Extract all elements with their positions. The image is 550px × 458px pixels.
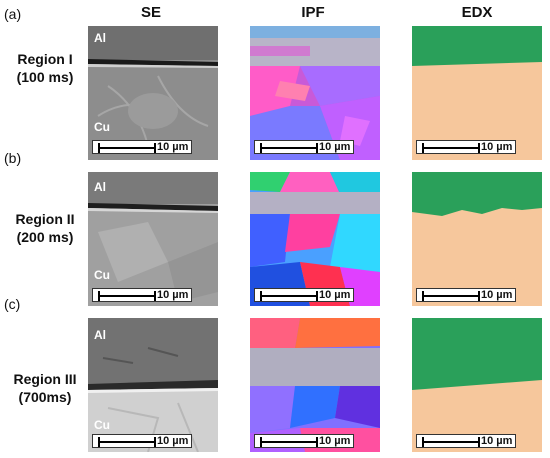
- layer-label-al: Al: [94, 180, 106, 194]
- ipf-map-region-1: 10 µm: [250, 26, 380, 160]
- region-name: Region I: [17, 51, 73, 67]
- region-time: (200 ms): [16, 229, 74, 245]
- scale-bar-label: 10 µm: [481, 289, 513, 301]
- edx-map-region-2: 10 µm: [412, 172, 542, 306]
- panel-tag-a: (a): [4, 6, 22, 22]
- scale-bar-label: 10 µm: [319, 141, 351, 153]
- panel-tag-b: (b): [4, 150, 22, 166]
- ipf-map-region-3: 10 µm: [250, 318, 380, 452]
- scale-bar-label: 10 µm: [481, 435, 513, 447]
- column-header-ipf: IPF: [301, 4, 325, 21]
- edx-map-region-3: 10 µm: [412, 318, 542, 452]
- region-label-3: Region III (700ms): [4, 370, 86, 406]
- scale-bar: 10 µm: [254, 434, 354, 448]
- scale-bar: 10 µm: [416, 140, 516, 154]
- scale-bar-label: 10 µm: [157, 435, 189, 447]
- scale-bar-label: 10 µm: [157, 289, 189, 301]
- region-label-1: Region I (100 ms): [4, 50, 86, 86]
- scale-bar-label: 10 µm: [481, 141, 513, 153]
- se-image-region-1: Al Cu 10 µm: [88, 26, 218, 160]
- scale-bar: 10 µm: [416, 434, 516, 448]
- panel-tag-c: (c): [4, 296, 21, 312]
- scale-bar: 10 µm: [254, 288, 354, 302]
- scale-bar-label: 10 µm: [319, 435, 351, 447]
- column-header-se: SE: [140, 4, 161, 21]
- layer-label-cu: Cu: [94, 120, 110, 134]
- layer-label-al: Al: [94, 328, 106, 342]
- se-image-region-3: Al Cu 10 µm: [88, 318, 218, 452]
- ipf-map-region-2: 10 µm: [250, 172, 380, 306]
- scale-bar-label: 10 µm: [157, 141, 189, 153]
- column-header-edx: EDX: [461, 4, 493, 21]
- region-name: Region III: [13, 371, 77, 387]
- scale-bar: 10 µm: [254, 140, 354, 154]
- layer-label-al: Al: [94, 31, 106, 45]
- region-name: Region II: [15, 211, 75, 227]
- region-time: (700ms): [18, 389, 72, 405]
- scale-bar: 10 µm: [92, 140, 192, 154]
- scale-bar: 10 µm: [92, 288, 192, 302]
- layer-label-cu: Cu: [94, 268, 110, 282]
- region-label-2: Region II (200 ms): [4, 210, 86, 246]
- se-image-region-2: Al Cu 10 µm: [88, 172, 218, 306]
- scale-bar: 10 µm: [416, 288, 516, 302]
- layer-label-cu: Cu: [94, 418, 110, 432]
- scale-bar: 10 µm: [92, 434, 192, 448]
- scale-bar-label: 10 µm: [319, 289, 351, 301]
- region-time: (100 ms): [16, 69, 74, 85]
- edx-map-region-1: 10 µm: [412, 26, 542, 160]
